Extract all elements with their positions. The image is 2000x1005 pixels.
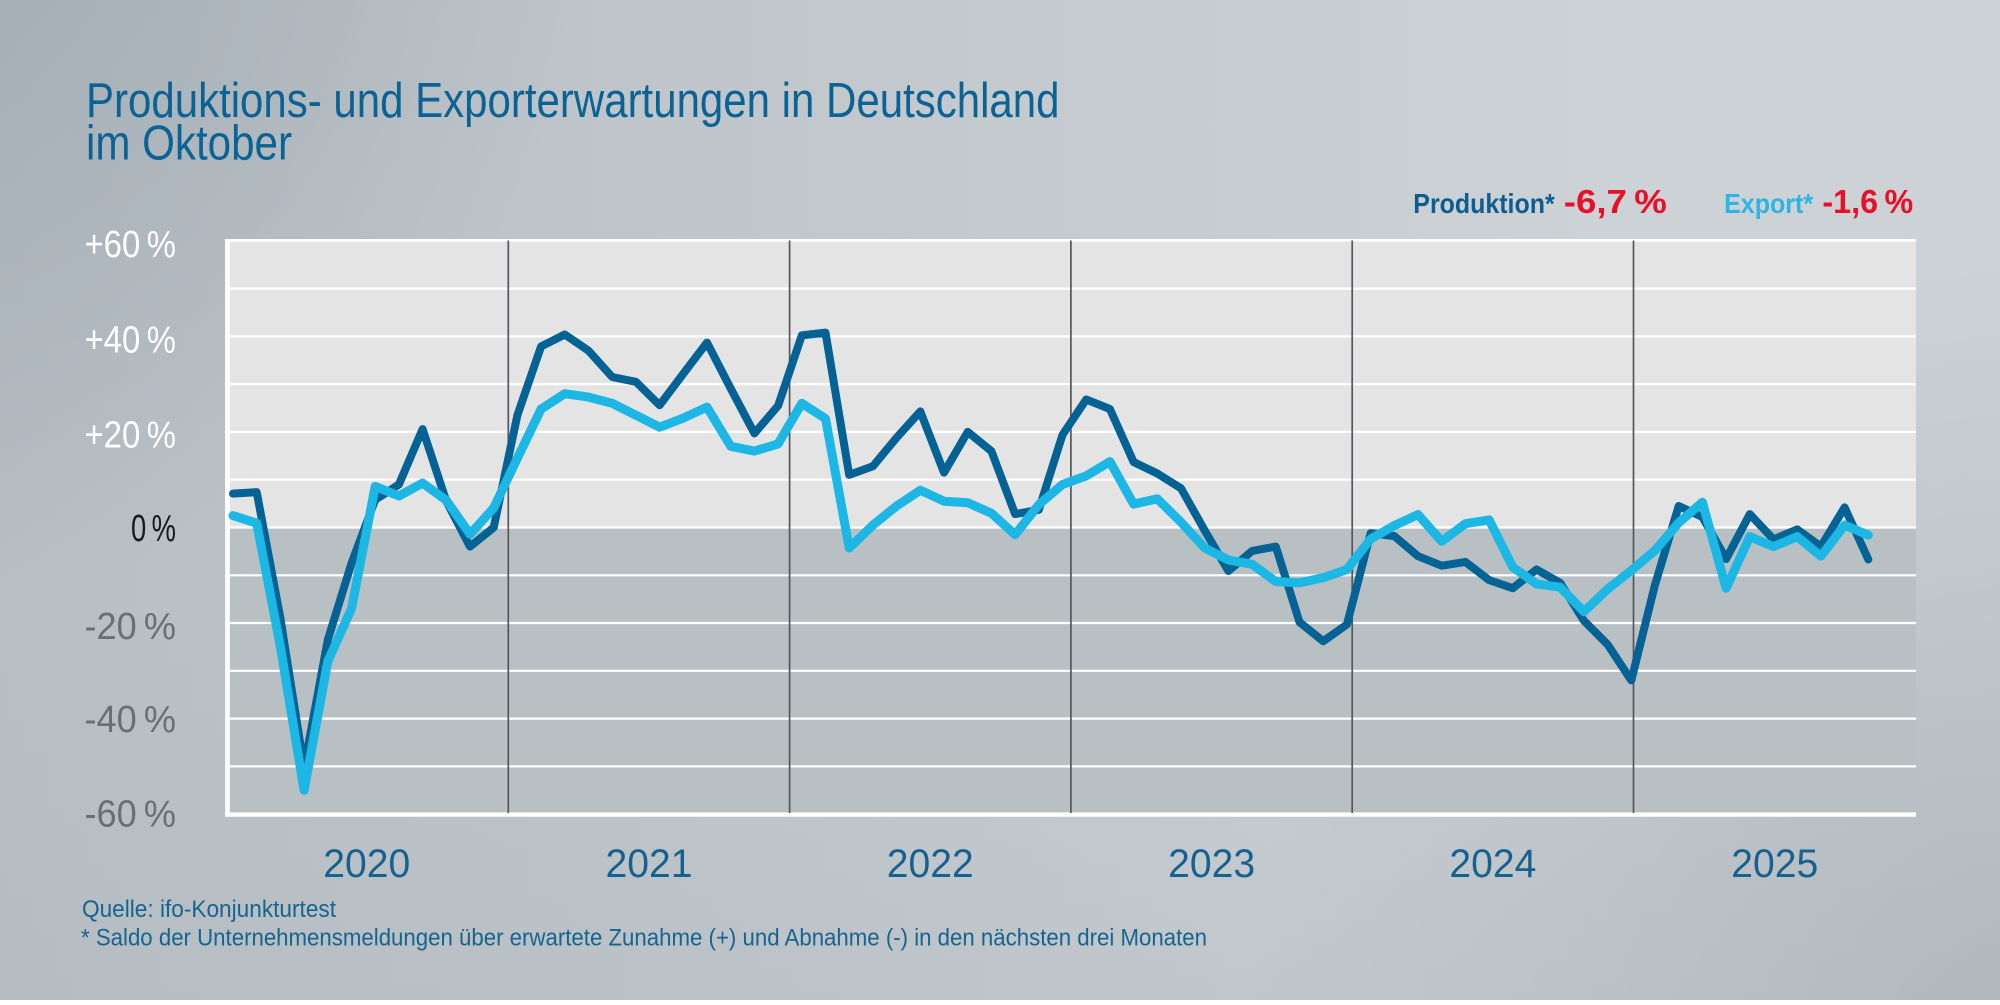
svg-text:2022: 2022 [887,842,974,886]
svg-text:+40 %: +40 % [85,320,177,362]
svg-text:Produktions- und Exporterwartu: Produktions- und Exporterwartungen in De… [86,74,1060,128]
svg-text:im Oktober: im Oktober [86,117,292,171]
svg-text:2021: 2021 [606,842,693,886]
svg-text:-6,7 %: -6,7 % [1564,183,1667,220]
svg-text:-20 %: -20 % [85,606,177,648]
svg-text:+20 %: +20 % [85,415,177,457]
svg-text:Export*: Export* [1724,188,1813,219]
svg-text:Produktion*: Produktion* [1413,188,1554,219]
svg-text:Quelle: ifo-Konjunkturtest: Quelle: ifo-Konjunkturtest [82,896,336,923]
svg-text:-40 %: -40 % [85,699,177,741]
svg-text:-60 %: -60 % [85,793,177,835]
svg-text:0 %: 0 % [131,508,176,550]
svg-text:+60 %: +60 % [85,224,177,266]
svg-text:* Saldo der Unternehmensmeldun: * Saldo der Unternehmensmeldungen über e… [81,925,1207,952]
svg-text:-1,6 %: -1,6 % [1822,183,1913,220]
svg-text:2023: 2023 [1168,842,1255,886]
svg-text:2020: 2020 [323,842,410,886]
svg-text:2024: 2024 [1449,842,1536,886]
svg-text:2025: 2025 [1731,842,1818,886]
